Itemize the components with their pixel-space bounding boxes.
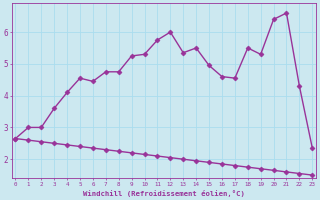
X-axis label: Windchill (Refroidissement éolien,°C): Windchill (Refroidissement éolien,°C) [83, 190, 245, 197]
